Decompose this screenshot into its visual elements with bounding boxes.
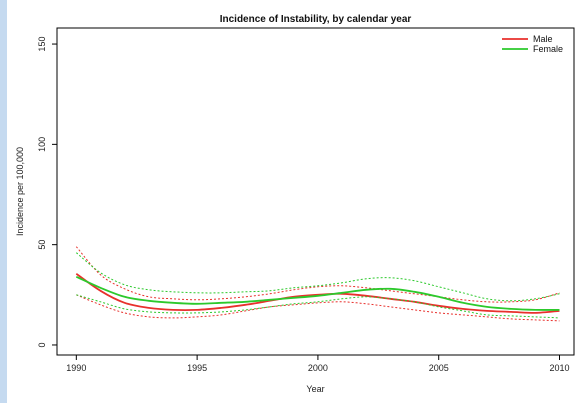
window-edge xyxy=(0,0,7,403)
legend-label-female: Female xyxy=(533,44,563,54)
legend-label-male: Male xyxy=(533,34,553,44)
x-tick-label: 2010 xyxy=(549,363,569,373)
series-line-female-upper-bound xyxy=(75,252,560,302)
series-line-male-upper-bound xyxy=(75,246,560,303)
y-tick-label: 0 xyxy=(37,342,47,347)
x-tick-label: 1995 xyxy=(187,363,207,373)
y-tick-label: 50 xyxy=(37,240,47,250)
series-line-male-lower-bound xyxy=(76,294,560,322)
x-tick-label: 2005 xyxy=(429,363,449,373)
series-layer xyxy=(75,246,560,322)
y-tick-label: 100 xyxy=(37,137,47,152)
series-line-male xyxy=(75,273,560,314)
series-line-female xyxy=(75,275,560,311)
plot-area xyxy=(56,27,575,356)
chart-frame: Incidence of Instability, by calendar ye… xyxy=(7,0,581,403)
x-axis: 1990 1995 2000 2005 2010 xyxy=(66,355,570,373)
x-axis-title: Year xyxy=(306,384,324,394)
chart-title: Incidence of Instability, by calendar ye… xyxy=(220,14,412,25)
y-tick-label: 150 xyxy=(37,37,47,52)
x-tick-label: 1990 xyxy=(66,363,86,373)
chart: Incidence of Instability, by calendar ye… xyxy=(15,14,575,394)
y-axis-title: Incidence per 100,000 xyxy=(15,147,25,236)
y-axis: 0 50 100 150 xyxy=(37,37,57,347)
series-line-female-lower-bound xyxy=(76,294,560,319)
x-tick-label: 2000 xyxy=(308,363,328,373)
